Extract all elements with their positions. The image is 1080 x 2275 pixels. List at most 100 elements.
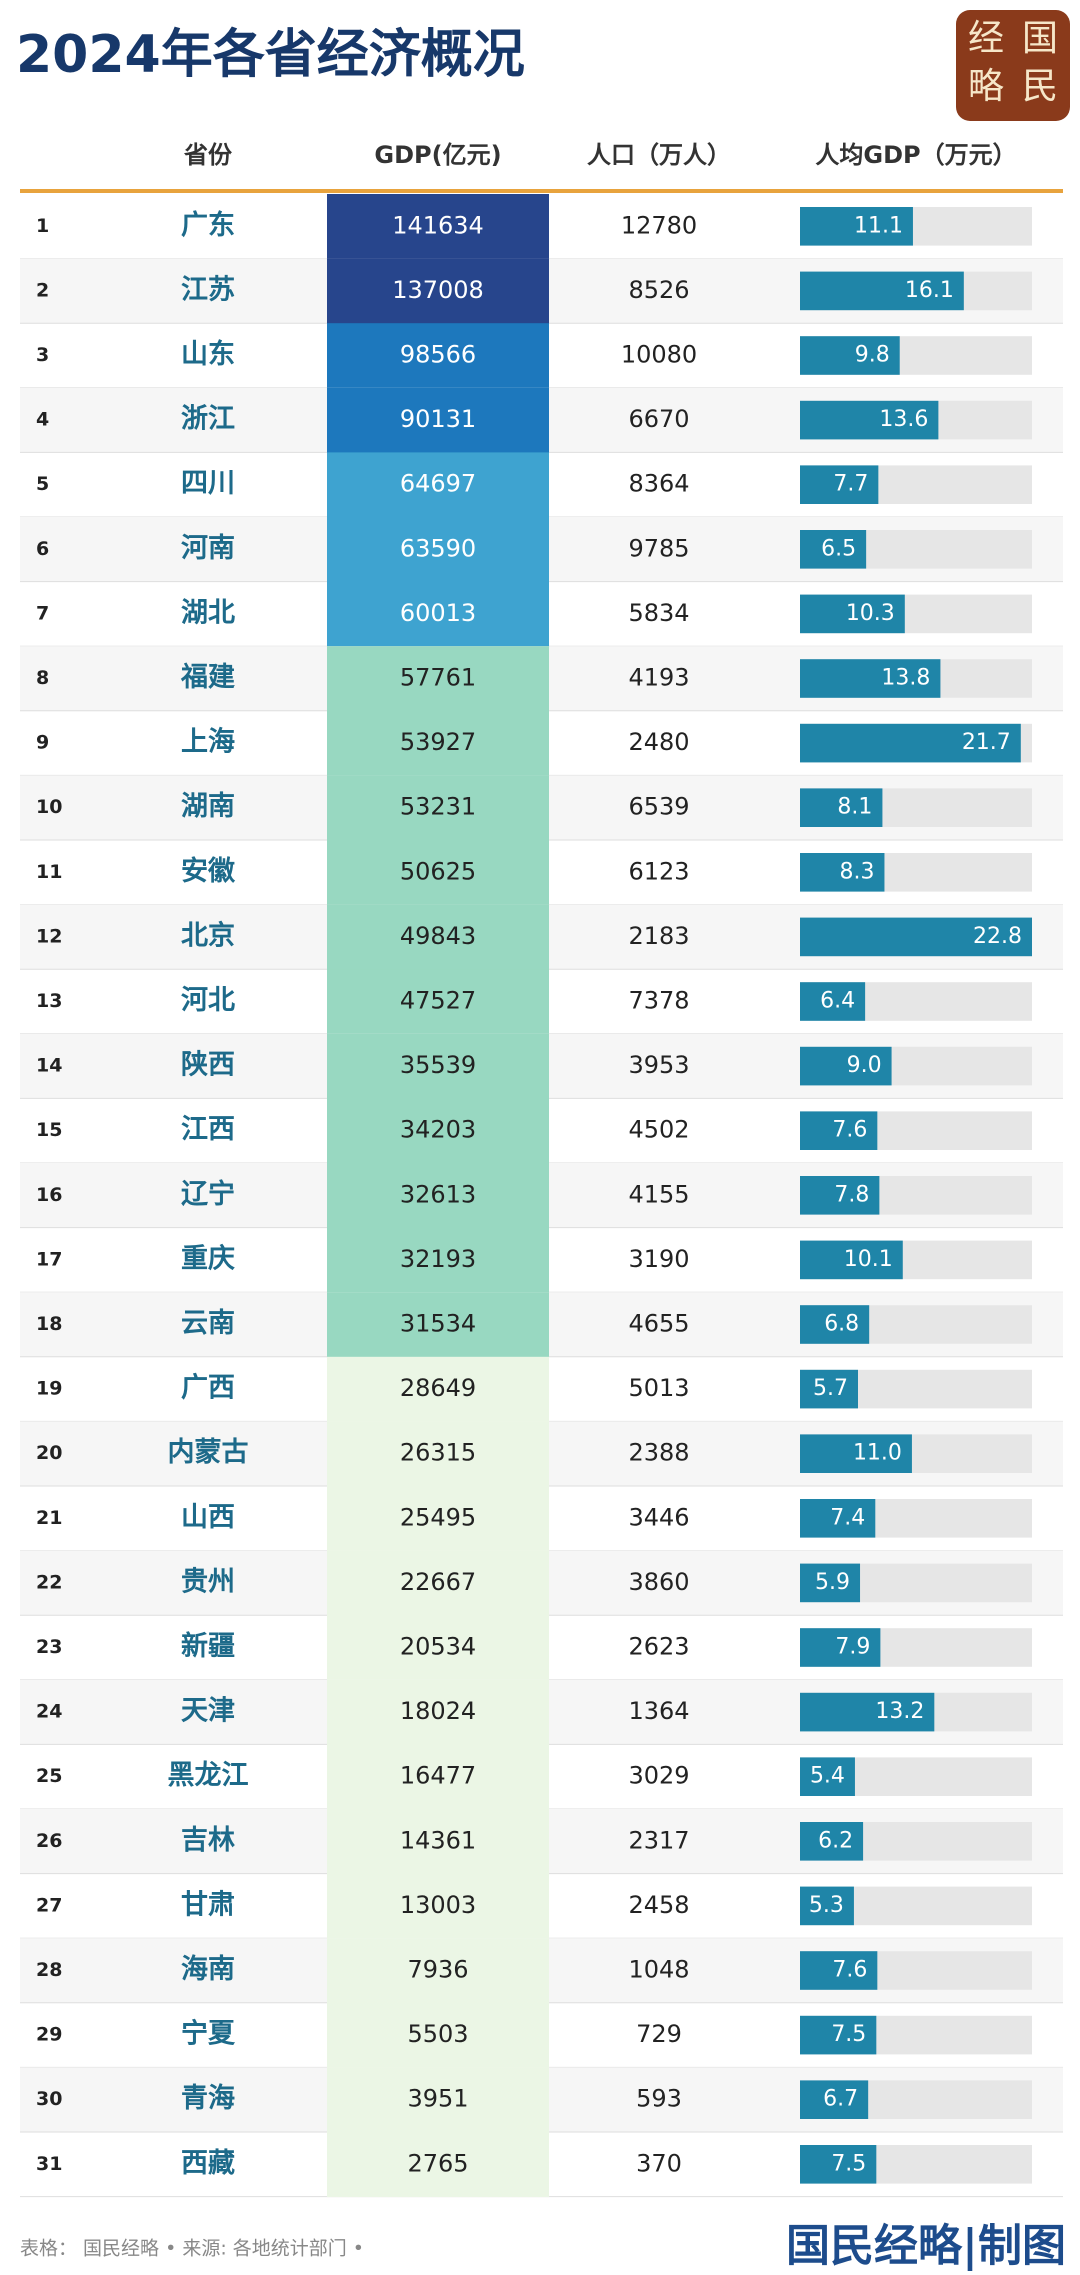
gdp: 35539 <box>400 1051 476 1079</box>
per-capita-bar <box>800 530 867 569</box>
per-capita-bar <box>800 853 885 892</box>
footer-source: 表格： 国民经略 • 来源: 各地统计部门 • <box>20 2238 364 2260</box>
header: 省份 GDP(亿元) 人口（万人） 人均GDP（万元） <box>183 141 1017 169</box>
per-capita-label: 21.7 <box>962 730 1011 755</box>
gdp: 18024 <box>400 1697 476 1725</box>
per-capita-label: 6.5 <box>821 536 856 561</box>
per-capita-bar <box>800 400 939 440</box>
population: 3953 <box>628 1051 689 1079</box>
gdp-cell <box>327 775 549 841</box>
province: 内蒙古 <box>168 1437 249 1468</box>
gdp: 64697 <box>400 470 476 498</box>
per-capita-bar <box>800 2080 869 2119</box>
gdp: 137008 <box>392 276 484 304</box>
per-capita-bar <box>800 1240 903 1280</box>
province: 山东 <box>181 338 235 370</box>
rank: 15 <box>36 1119 62 1141</box>
province: 新疆 <box>181 1630 235 1662</box>
rank: 6 <box>36 538 49 560</box>
gdp: 22667 <box>400 1568 476 1596</box>
per-capita-label: 7.4 <box>830 1505 865 1530</box>
per-capita-bar <box>800 2015 877 2055</box>
header-cell: 人口（万人） <box>587 141 731 169</box>
province: 山西 <box>181 1502 235 1533</box>
per-capita-label: 7.8 <box>834 1182 869 1207</box>
per-capita-bar <box>800 917 1032 957</box>
province: 湖北 <box>181 597 235 628</box>
rank: 1 <box>36 215 49 237</box>
per-capita-label: 13.8 <box>881 666 930 691</box>
per-capita-bar <box>800 465 879 504</box>
gdp-cell <box>327 1356 549 1422</box>
rank: 16 <box>36 1184 62 1206</box>
gdp: 25495 <box>400 1503 476 1531</box>
province: 湖南 <box>181 791 235 822</box>
gdp: 53231 <box>400 793 476 821</box>
gdp-cell <box>327 1679 549 1745</box>
header-cell: GDP(亿元) <box>374 141 501 169</box>
per-capita-label: 9.8 <box>855 343 890 368</box>
province: 黑龙江 <box>168 1760 249 1791</box>
per-capita-bar <box>800 1369 858 1409</box>
population: 1048 <box>628 1956 689 1984</box>
gdp: 34203 <box>400 1116 476 1144</box>
gdp-cell <box>327 1098 549 1164</box>
gdp: 50625 <box>400 857 476 885</box>
per-capita-label: 13.6 <box>879 407 928 432</box>
gdp-cell <box>327 1486 549 1552</box>
per-capita-bar <box>800 1305 870 1344</box>
per-capita-bar <box>800 1434 912 1473</box>
province: 重庆 <box>181 1242 235 1274</box>
gdp: 7936 <box>407 1956 468 1984</box>
province: 河北 <box>181 985 235 1016</box>
per-capita-label: 7.9 <box>835 1635 870 1660</box>
per-capita-label: 10.3 <box>846 601 895 626</box>
gdp-cell <box>327 1615 549 1681</box>
rank: 23 <box>36 1636 62 1658</box>
gdp: 53927 <box>400 728 476 756</box>
province: 四川 <box>181 468 235 499</box>
gdp-cell <box>327 1163 549 1229</box>
population: 5834 <box>628 599 689 627</box>
gdp-cell <box>327 1873 549 1939</box>
per-capita-bar <box>800 336 900 375</box>
gdp-cell <box>327 517 549 583</box>
per-capita-bar <box>800 594 905 634</box>
population: 1364 <box>628 1697 689 1725</box>
per-capita-bar <box>800 1499 876 1538</box>
per-capita-label: 7.5 <box>831 2151 866 2176</box>
gdp-cell <box>327 710 549 776</box>
rank: 18 <box>36 1313 62 1335</box>
rank: 10 <box>36 796 62 818</box>
rank: 13 <box>36 990 62 1012</box>
population: 4193 <box>628 664 689 692</box>
gdp: 26315 <box>400 1439 476 1467</box>
rank: 31 <box>36 2153 62 2175</box>
province: 安徽 <box>181 856 236 887</box>
gdp-cell <box>327 452 549 518</box>
per-capita-label: 7.6 <box>832 1958 867 1983</box>
per-capita-bar <box>800 1822 864 1861</box>
per-capita-label: 6.2 <box>818 1828 853 1853</box>
gdp-cell <box>327 2132 549 2198</box>
gdp: 57761 <box>400 664 476 692</box>
logo-char: 民 <box>1022 66 1058 107</box>
rank: 28 <box>36 1959 62 1981</box>
gdp: 90131 <box>400 405 476 433</box>
per-capita-label: 6.7 <box>823 2087 858 2112</box>
rank: 24 <box>36 1701 62 1723</box>
population: 8526 <box>628 276 689 304</box>
title: 2024年各省经济概况 <box>16 25 525 85</box>
per-capita-label: 5.7 <box>813 1376 848 1401</box>
population: 10080 <box>621 341 697 369</box>
logo-char: 略 <box>968 66 1004 107</box>
rank: 12 <box>36 925 62 947</box>
population: 7378 <box>628 987 689 1015</box>
gdp-cell <box>327 646 549 712</box>
rank: 26 <box>36 1830 62 1852</box>
gdp-cell <box>327 1744 549 1810</box>
per-capita-label: 5.4 <box>810 1764 845 1789</box>
per-capita-label: 8.3 <box>839 859 874 884</box>
per-capita-label: 7.6 <box>832 1118 867 1143</box>
